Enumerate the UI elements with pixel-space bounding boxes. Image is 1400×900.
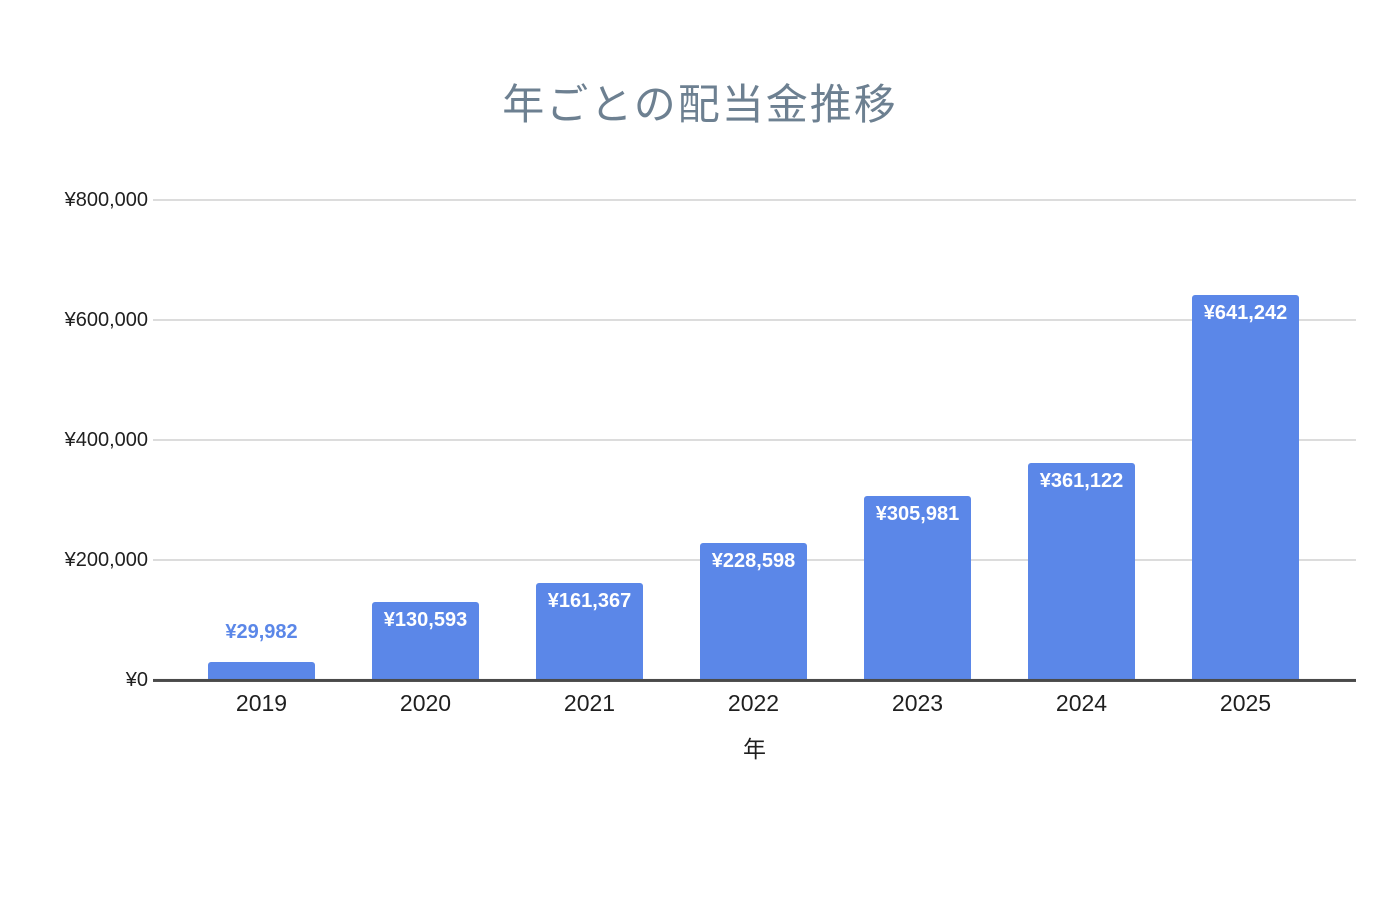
bar-2023 [864,496,971,680]
x-axis-title: 年 [743,736,766,762]
bar-value-label: ¥161,367 [547,590,632,613]
bar-2021 [536,583,643,680]
x-tick-label: 2021 [563,690,616,716]
bar-value-label: ¥641,242 [1203,302,1288,325]
plot-area: ¥29,982 ¥130,593 ¥161,367 ¥228,598 ¥305,981 ¥… [153,199,1356,682]
x-tick-label: 2020 [399,690,452,716]
x-tick-label: 2024 [1055,690,1108,716]
bar-value-label: ¥130,593 [383,608,468,631]
x-tick-label: 2019 [235,690,288,716]
bar-value-label: ¥228,598 [711,549,796,572]
y-tick-label: ¥600,000 [64,309,148,331]
x-tick-label: 2025 [1219,690,1272,716]
gridline [153,439,1356,441]
bar-2025 [1192,295,1299,680]
x-tick-label: 2022 [727,690,780,716]
x-axis-baseline [153,678,1356,682]
bar-2019 [208,662,315,680]
bar-2024 [1028,463,1135,680]
chart-title: 年ごとの配当金推移 [502,81,898,128]
y-tick-label: ¥200,000 [64,549,148,571]
bar-value-label: ¥305,981 [875,503,960,526]
gridline [153,319,1356,321]
y-tick-label: ¥0 [125,669,148,691]
gridline [153,199,1356,201]
bar-2022 [700,542,807,680]
y-tick-label: ¥800,000 [64,189,148,211]
bar-value-label: ¥29,982 [225,621,298,643]
bar-2020 [372,601,479,680]
y-tick-label: ¥400,000 [64,429,148,451]
bar-value-label: ¥361,122 [1039,470,1124,493]
x-tick-label: 2023 [891,690,944,716]
